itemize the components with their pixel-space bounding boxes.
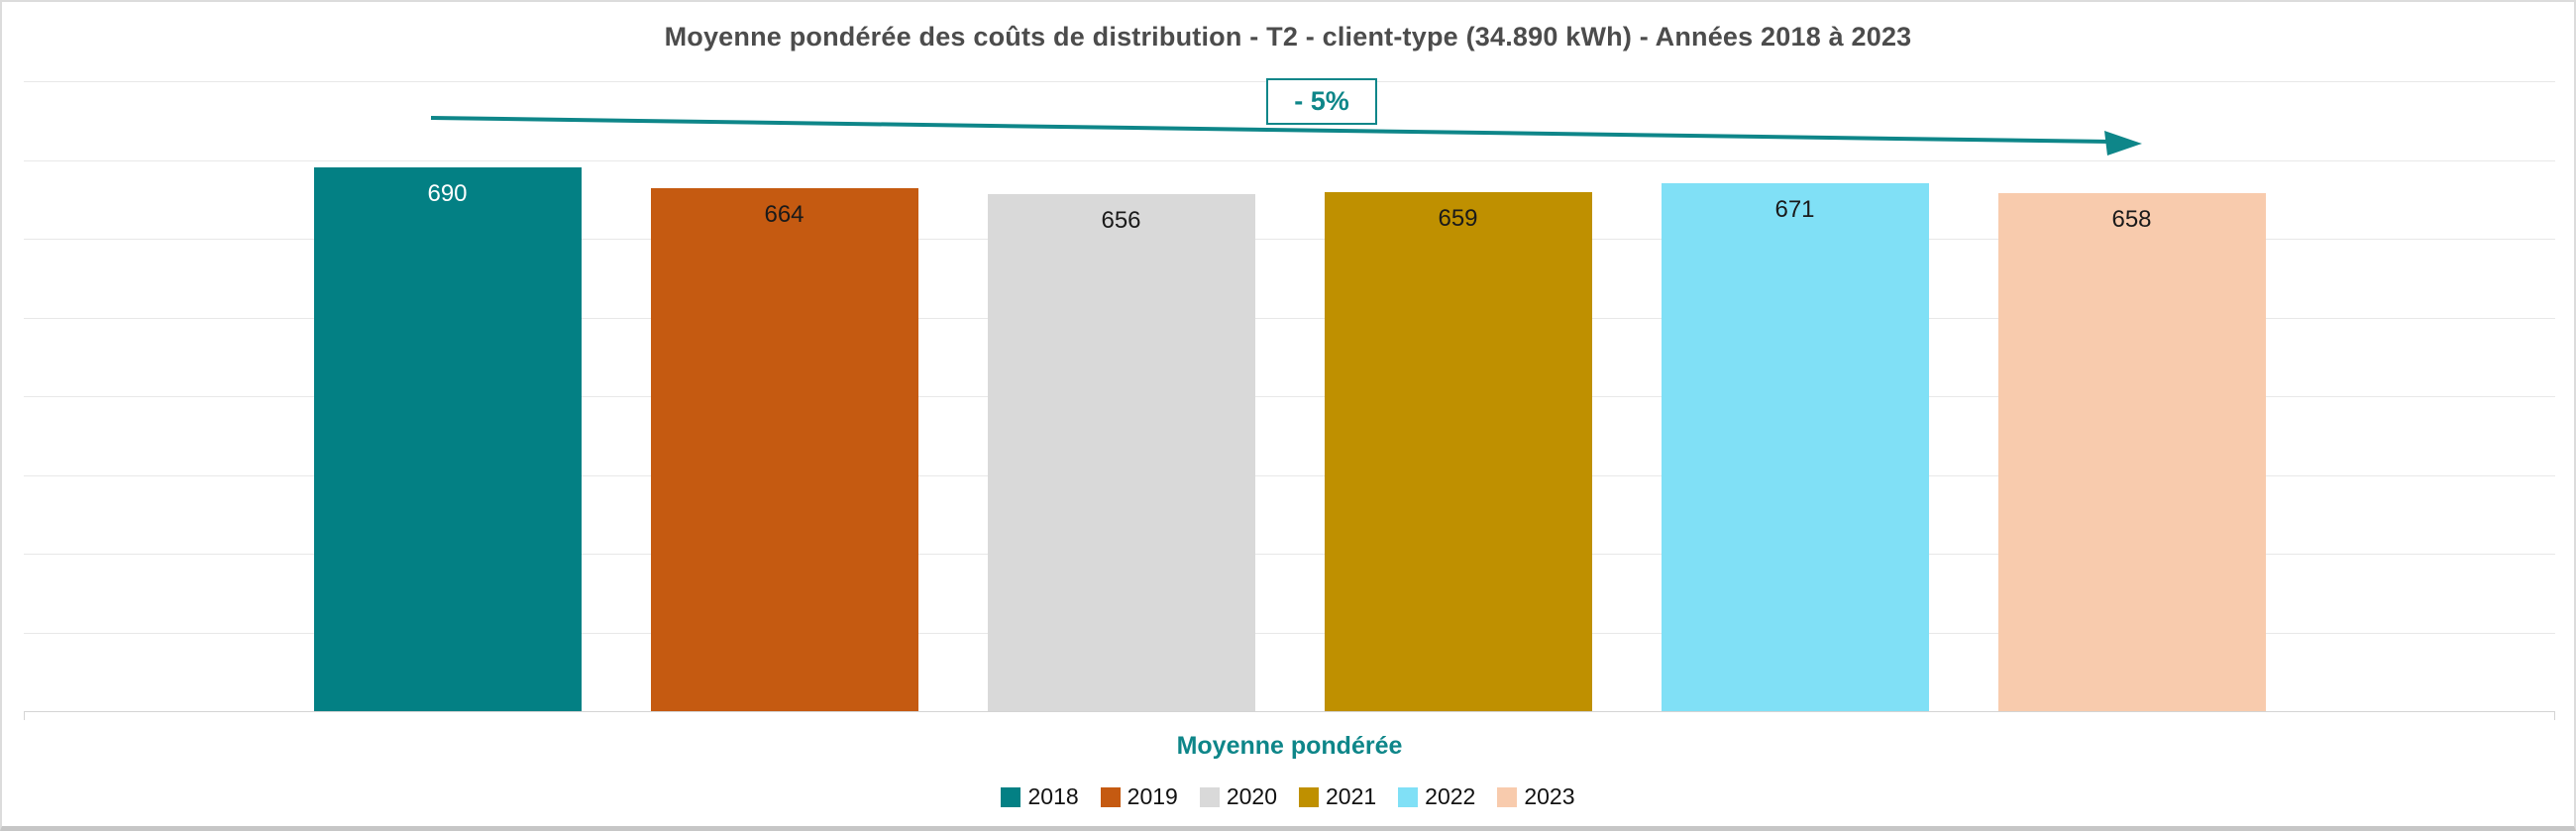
legend: 2018 2019 2020 2021 2022 2023: [2, 783, 2574, 810]
axis-tick-right: [2554, 711, 2555, 720]
axis-tick-left: [24, 711, 25, 720]
legend-item-2022[interactable]: 2022: [1398, 783, 1475, 810]
gridline: [24, 632, 2555, 634]
legend-label: 2023: [1524, 783, 1575, 809]
gridline: [24, 474, 2555, 476]
legend-item-2023[interactable]: 2023: [1497, 783, 1575, 810]
legend-item-2020[interactable]: 2020: [1199, 783, 1277, 810]
legend-item-2018[interactable]: 2018: [1001, 783, 1079, 810]
legend-swatch-2018: [1001, 786, 1021, 807]
legend-swatch-2023: [1497, 786, 1518, 807]
legend-label: 2022: [1425, 783, 1476, 809]
gridline: [24, 317, 2555, 319]
gridline: [24, 159, 2555, 161]
gridline: [24, 396, 2555, 397]
legend-label: 2019: [1127, 783, 1178, 809]
bar-2022[interactable]: 671: [1661, 182, 1929, 711]
gridline: [24, 554, 2555, 555]
bar-2018[interactable]: 690: [313, 167, 582, 711]
bar-2019[interactable]: 664: [650, 188, 918, 711]
legend-swatch-2020: [1199, 786, 1220, 807]
legend-swatch-2022: [1398, 786, 1419, 807]
category-axis-line: [24, 711, 2555, 712]
annotation-box: - 5%: [1266, 78, 1377, 125]
bar-2020[interactable]: 656: [987, 194, 1255, 711]
category-axis-title: Moyenne pondérée: [1176, 732, 1403, 760]
bar-2021[interactable]: 659: [1324, 192, 1592, 711]
legend-label: 2018: [1027, 783, 1079, 809]
bar-label-2023: 658: [2111, 205, 2152, 233]
gridline: [24, 239, 2555, 240]
annotation-label: - 5%: [1294, 86, 1349, 116]
bar-2023[interactable]: 658: [1997, 192, 2266, 711]
chart-title: Moyenne pondérée des coûts de distributi…: [664, 22, 1912, 52]
bar-label-2018: 690: [427, 180, 468, 208]
bar-label-2021: 659: [1438, 205, 1478, 233]
bar-label-2022: 671: [1774, 195, 1815, 223]
legend-item-2021[interactable]: 2021: [1299, 783, 1376, 810]
legend-label: 2021: [1326, 783, 1377, 809]
bar-label-2020: 656: [1101, 207, 1141, 235]
legend-swatch-2021: [1299, 786, 1319, 807]
legend-swatch-2019: [1100, 786, 1121, 807]
legend-item-2019[interactable]: 2019: [1100, 783, 1178, 810]
bar-label-2019: 664: [764, 201, 805, 229]
legend-label: 2020: [1226, 783, 1277, 809]
